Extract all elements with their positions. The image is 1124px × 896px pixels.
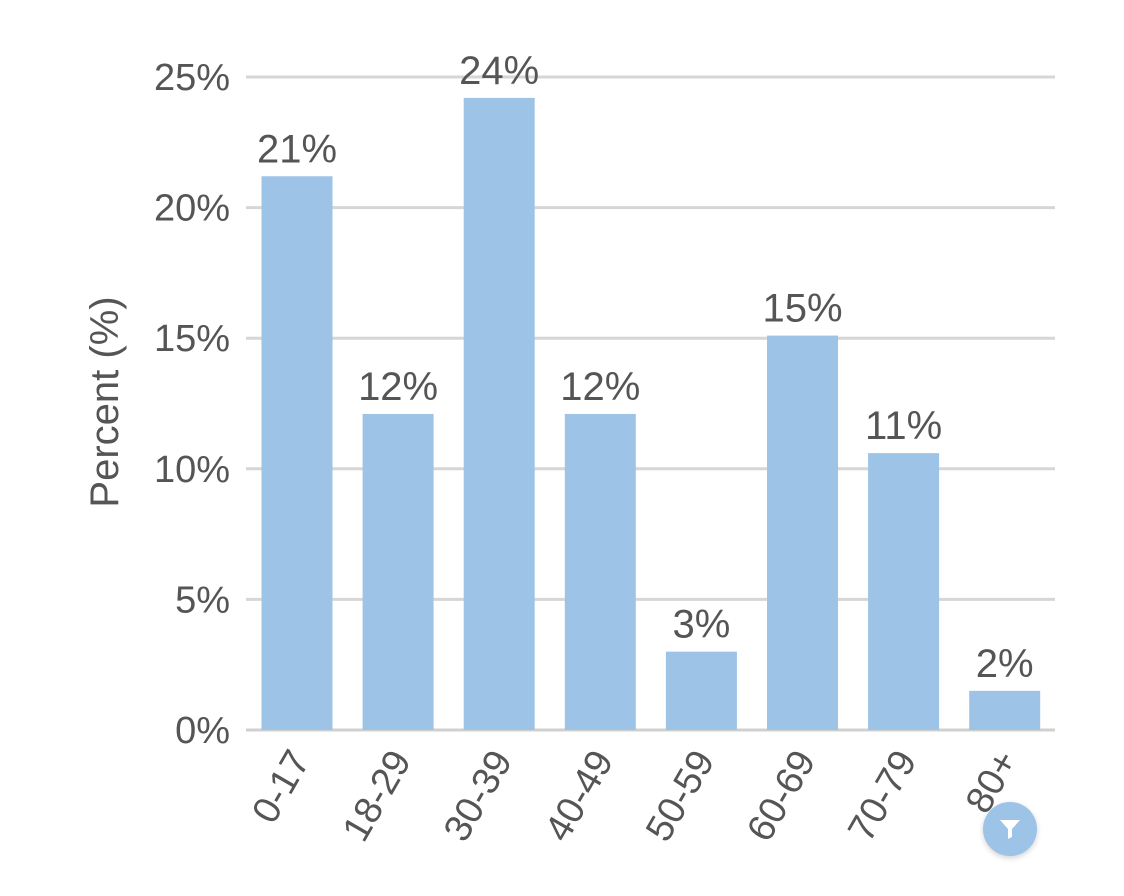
y-tick-label: 15% xyxy=(154,318,230,360)
bars xyxy=(261,97,1041,731)
filter-button[interactable] xyxy=(983,802,1037,856)
bar[interactable] xyxy=(463,97,535,731)
x-tick-label: 30-39 xyxy=(436,744,521,849)
filter-icon xyxy=(1000,820,1020,839)
x-axis-ticks: 0-17 18-29 30-39 40-49 50-59 60-69 70-79 80+ xyxy=(244,744,1026,849)
x-tick-label: 70-79 xyxy=(840,744,925,849)
bar[interactable] xyxy=(261,176,333,731)
data-label: 24% xyxy=(459,49,539,93)
bar[interactable] xyxy=(767,335,838,730)
y-axis-title: Percent (%) xyxy=(83,296,127,507)
data-labels: 21% 12% 24% 12% 3% 15% 11% 2% xyxy=(257,49,1034,686)
data-label: 15% xyxy=(762,287,842,331)
y-tick-label: 10% xyxy=(154,449,230,491)
data-label: 12% xyxy=(560,365,640,409)
x-tick-label: 18-29 xyxy=(335,744,420,849)
x-tick-label: 60-69 xyxy=(739,744,824,849)
y-tick-label: 25% xyxy=(154,57,230,99)
data-label: 3% xyxy=(672,603,730,647)
bar[interactable] xyxy=(665,651,737,730)
bar[interactable] xyxy=(564,413,636,730)
data-label: 12% xyxy=(358,365,438,409)
y-tick-label: 5% xyxy=(175,579,230,621)
bar[interactable] xyxy=(362,413,434,730)
bar[interactable] xyxy=(868,453,940,730)
data-label: 11% xyxy=(865,404,942,448)
x-tick-label: 0-17 xyxy=(244,744,318,831)
y-tick-label: 20% xyxy=(154,188,230,230)
bar[interactable] xyxy=(969,690,1041,730)
x-tick-label: 50-59 xyxy=(638,744,723,849)
x-tick-label: 40-49 xyxy=(537,744,622,849)
y-axis-ticks: 0% 5% 10% 15% 20% 25% xyxy=(154,57,230,752)
data-label: 2% xyxy=(976,642,1034,686)
data-label: 21% xyxy=(257,127,337,171)
y-tick-label: 0% xyxy=(175,710,230,752)
